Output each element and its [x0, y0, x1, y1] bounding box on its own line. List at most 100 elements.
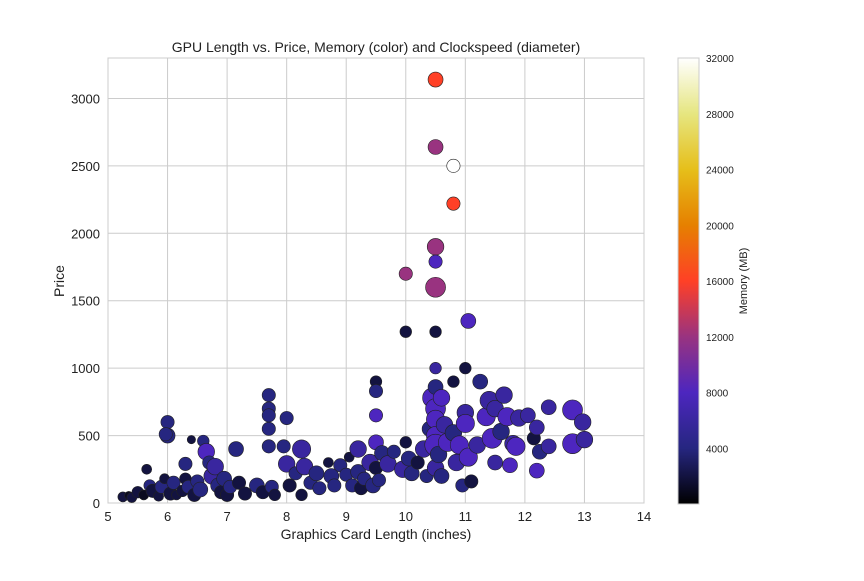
- x-axis-label: Graphics Card Length (inches): [281, 526, 472, 542]
- data-point: [433, 468, 450, 484]
- data-point: [540, 399, 557, 416]
- data-point: [425, 276, 446, 298]
- colorbar-tick-label: 28000: [706, 110, 734, 121]
- data-point: [386, 444, 401, 459]
- data-point: [238, 486, 252, 501]
- x-tick-label: 12: [518, 509, 532, 524]
- data-point: [323, 457, 334, 468]
- data-point: [295, 488, 308, 502]
- y-tick-label: 2000: [71, 226, 100, 241]
- data-point: [446, 196, 461, 211]
- data-point: [487, 454, 503, 471]
- x-tick-label: 6: [164, 509, 171, 524]
- data-point: [308, 465, 325, 482]
- data-point: [261, 388, 276, 403]
- data-point: [160, 415, 175, 430]
- data-point: [186, 435, 196, 445]
- data-point: [369, 408, 383, 423]
- colorbar-tick-label: 32000: [706, 54, 734, 65]
- y-tick-label: 1000: [71, 361, 100, 376]
- y-axis-label: Price: [51, 265, 67, 297]
- data-point: [166, 475, 181, 490]
- data-point: [372, 473, 386, 488]
- data-point: [261, 421, 276, 436]
- data-point: [506, 436, 526, 456]
- x-tick-label: 14: [637, 509, 651, 524]
- data-point: [426, 238, 445, 256]
- data-point: [261, 408, 276, 423]
- colorbar-tick-label: 20000: [706, 221, 734, 232]
- data-point: [292, 439, 312, 459]
- data-point: [562, 399, 583, 421]
- y-tick-label: 3000: [71, 91, 100, 106]
- data-point: [446, 158, 461, 173]
- data-point: [502, 457, 518, 474]
- y-tick-label: 1500: [71, 294, 100, 309]
- data-point: [276, 439, 291, 454]
- data-point: [495, 386, 513, 404]
- y-tick-label: 2500: [71, 159, 100, 174]
- y-tick-label: 0: [93, 496, 100, 511]
- data-point: [428, 254, 443, 269]
- data-point: [278, 455, 296, 473]
- data-points: [117, 71, 594, 503]
- data-point: [429, 362, 442, 375]
- data-point: [268, 488, 281, 502]
- plot-area: [107, 57, 645, 504]
- data-point: [369, 384, 383, 399]
- x-tick-label: 9: [343, 509, 350, 524]
- data-point: [528, 462, 545, 479]
- y-tick-labels: 0 500 1000 1500 2000 2500 3000: [71, 91, 100, 511]
- data-point: [459, 362, 472, 375]
- data-point: [279, 411, 294, 426]
- data-point: [178, 456, 193, 471]
- data-point: [398, 266, 413, 281]
- data-point: [574, 413, 592, 431]
- data-point: [432, 389, 451, 407]
- data-point: [455, 413, 475, 433]
- colorbar-tick-label: 8000: [706, 389, 729, 400]
- x-tick-label: 5: [104, 509, 111, 524]
- data-point: [520, 407, 536, 424]
- data-point: [528, 419, 545, 436]
- colorbar-tick-label: 24000: [706, 166, 734, 177]
- data-point: [261, 439, 276, 454]
- data-point: [399, 436, 412, 449]
- colorbar: [677, 57, 700, 505]
- data-point: [427, 71, 444, 88]
- data-point: [312, 481, 327, 496]
- chart-title: GPU Length vs. Price, Memory (color) and…: [172, 39, 580, 55]
- data-point: [460, 313, 477, 329]
- data-point: [575, 430, 594, 449]
- colorbar-tick-label: 12000: [706, 333, 734, 344]
- data-point: [349, 440, 367, 458]
- colorbar-tick-label: 16000: [706, 277, 734, 288]
- data-point: [399, 325, 412, 338]
- data-point: [410, 455, 425, 470]
- data-point: [427, 139, 444, 155]
- data-point: [540, 438, 557, 455]
- colorbar-tick-labels: 4000 8000 12000 16000 20000 24000 28000 32000: [706, 54, 734, 455]
- x-tick-label: 8: [283, 509, 290, 524]
- data-point: [192, 481, 209, 498]
- data-point: [327, 478, 342, 493]
- data-point: [447, 375, 460, 388]
- data-point: [228, 441, 244, 457]
- data-point: [464, 474, 479, 489]
- colorbar-tick-label: 4000: [706, 444, 729, 455]
- data-point: [141, 463, 153, 475]
- y-tick-label: 500: [78, 429, 100, 444]
- x-tick-labels: 5 6 7 8 9 10 11 12 13 14: [104, 509, 651, 524]
- x-tick-label: 10: [399, 509, 413, 524]
- x-tick-label: 7: [223, 509, 230, 524]
- data-point: [458, 447, 478, 467]
- colorbar-label: Memory (MB): [738, 248, 750, 315]
- data-point: [472, 373, 489, 390]
- x-tick-label: 13: [577, 509, 591, 524]
- data-point: [232, 475, 246, 490]
- x-tick-label: 11: [459, 509, 473, 524]
- data-point: [158, 427, 173, 442]
- data-point: [206, 457, 224, 476]
- data-point: [282, 478, 297, 493]
